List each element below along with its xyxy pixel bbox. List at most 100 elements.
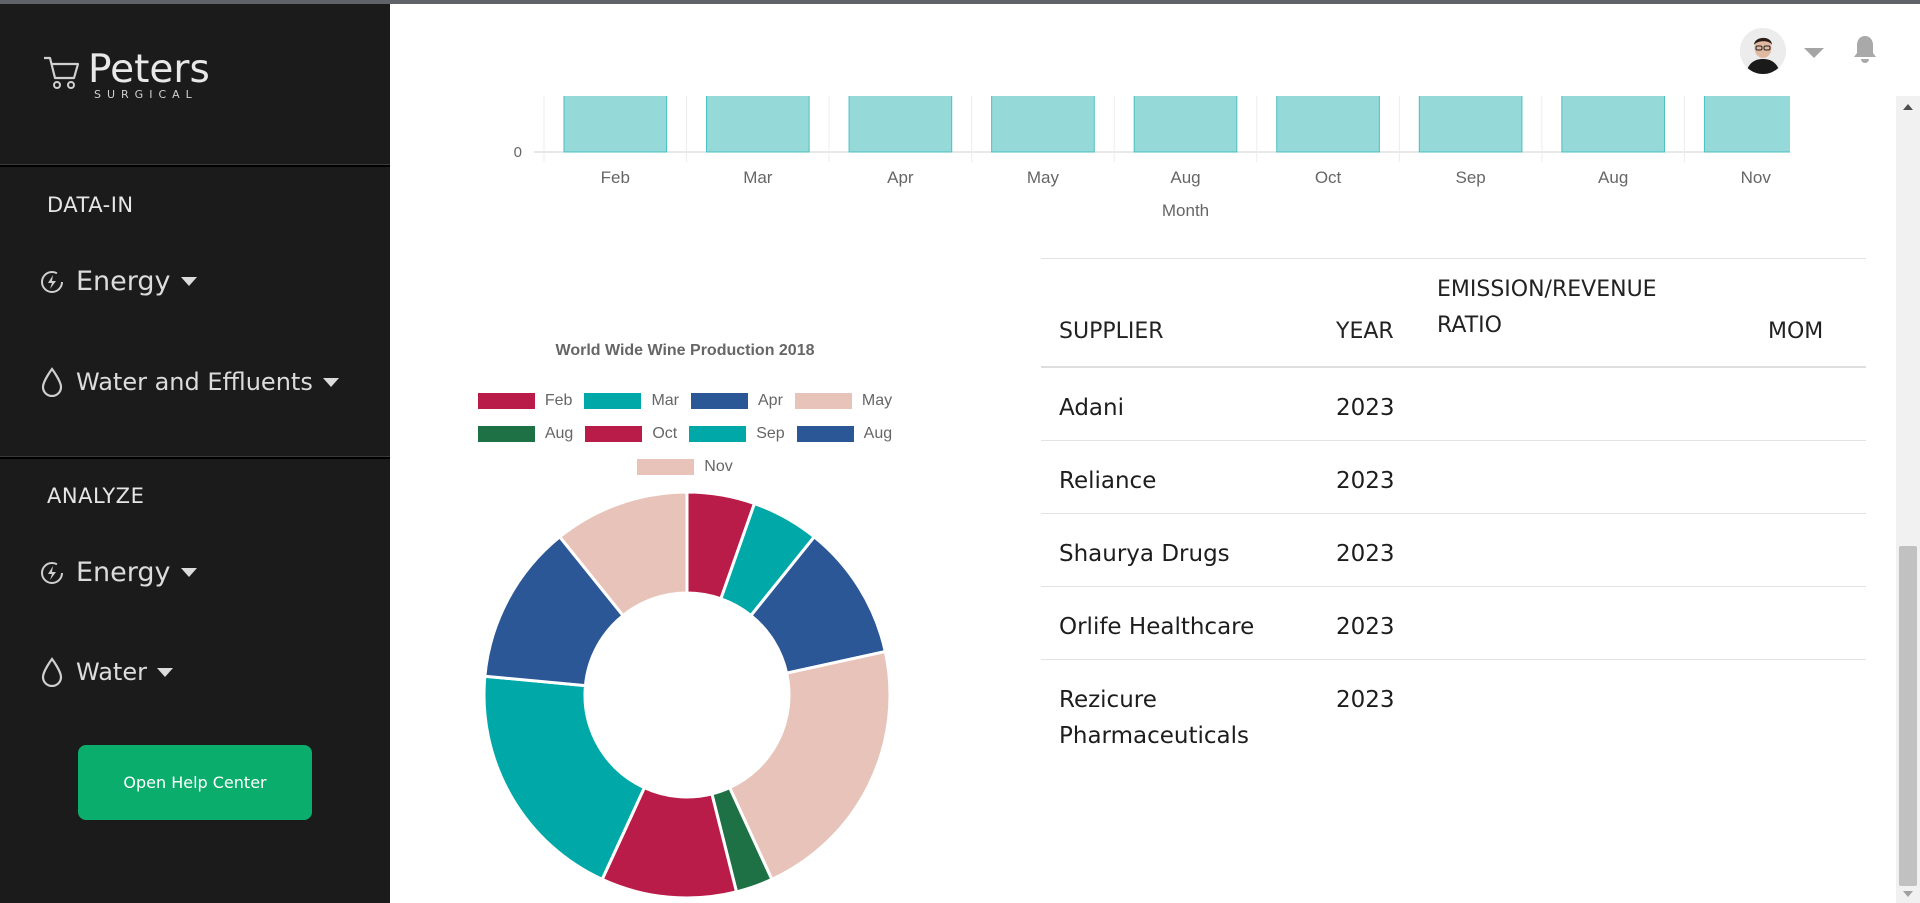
x-tick-label: Sep bbox=[1455, 168, 1485, 187]
x-tick-label: Oct bbox=[1315, 168, 1342, 187]
sidebar-item-analyze-water[interactable]: Water bbox=[38, 657, 173, 687]
table-row[interactable]: Reliance 2023 bbox=[1041, 441, 1866, 514]
col-mom[interactable]: MOM bbox=[1768, 319, 1824, 344]
sidebar-item-label: Energy bbox=[76, 557, 171, 588]
x-tick-label: Mar bbox=[743, 168, 773, 187]
window-top-border bbox=[0, 0, 1920, 4]
chart-title: World Wide Wine Production 2018 bbox=[555, 342, 815, 359]
top-header bbox=[390, 4, 1920, 96]
legend-label: Oct bbox=[652, 424, 678, 442]
legend-swatch bbox=[691, 392, 748, 409]
legend-item[interactable]: May bbox=[794, 391, 893, 410]
sidebar-item-label: Water and Effluents bbox=[76, 368, 313, 396]
legend-label: Mar bbox=[651, 391, 679, 409]
table-header: SUPPLIER YEAR EMISSION/REVENUE RATIO MOM bbox=[1041, 258, 1866, 368]
legend-label: May bbox=[861, 391, 893, 409]
cell-ratio bbox=[1437, 463, 1768, 513]
col-year[interactable]: YEAR bbox=[1336, 319, 1394, 344]
user-menu-chevron-icon[interactable] bbox=[1804, 48, 1824, 58]
legend-item[interactable]: Sep bbox=[689, 425, 785, 443]
legend-swatch bbox=[584, 392, 642, 409]
x-tick-label: Feb bbox=[601, 168, 630, 187]
legend-swatch bbox=[796, 425, 854, 442]
table-row[interactable]: Shaurya Drugs 2023 bbox=[1041, 514, 1866, 587]
sidebar-divider bbox=[0, 164, 390, 167]
cell-mom bbox=[1768, 536, 1866, 586]
sidebar-item-data-in-energy[interactable]: Energy bbox=[38, 266, 197, 297]
cell-supplier: Orlife Healthcare bbox=[1059, 614, 1255, 640]
legend-swatch bbox=[585, 425, 643, 442]
sidebar-item-water-and-effluents[interactable]: Water and Effluents bbox=[38, 367, 339, 397]
legend-label: Nov bbox=[704, 457, 733, 475]
col-emission-revenue-ratio[interactable]: EMISSION/REVENUE RATIO bbox=[1437, 277, 1657, 338]
brand-logo[interactable]: Peters SURGICAL bbox=[42, 50, 210, 101]
scrollbar-thumb[interactable] bbox=[1899, 546, 1917, 886]
bar-mar[interactable] bbox=[706, 90, 810, 153]
cell-year: 2023 bbox=[1336, 468, 1395, 494]
scroll-up-arrow-icon[interactable] bbox=[1903, 104, 1913, 110]
chevron-down-icon bbox=[180, 277, 197, 286]
user-avatar[interactable] bbox=[1740, 28, 1786, 74]
brand-name: Peters bbox=[88, 47, 210, 92]
sidebar-item-analyze-energy[interactable]: Energy bbox=[38, 557, 197, 588]
legend-item[interactable]: Aug bbox=[796, 425, 892, 443]
doughnut-slice-sep[interactable] bbox=[482, 674, 647, 882]
doughnut-slice-may[interactable] bbox=[727, 649, 892, 882]
legend-item[interactable]: Nov bbox=[637, 457, 733, 476]
x-tick-label: Nov bbox=[1741, 168, 1772, 187]
energy-icon bbox=[38, 559, 66, 587]
cell-supplier: Rezicure Pharmaceuticals bbox=[1059, 687, 1249, 749]
cell-year: 2023 bbox=[1336, 687, 1395, 713]
bar-sep[interactable] bbox=[1418, 90, 1523, 153]
legend-item[interactable]: Aug bbox=[477, 424, 574, 443]
bell-icon[interactable] bbox=[1852, 34, 1878, 68]
bar-apr[interactable] bbox=[848, 90, 953, 153]
bar-feb[interactable] bbox=[563, 90, 668, 153]
chart-legend: Feb Mar Apr May Aug Oct Sep Aug Nov bbox=[450, 384, 920, 483]
cell-mom bbox=[1768, 463, 1866, 513]
table-row[interactable]: Rezicure Pharmaceuticals 2023 bbox=[1041, 660, 1866, 754]
sidebar-divider bbox=[0, 456, 390, 459]
bar-oct[interactable] bbox=[1276, 90, 1380, 153]
bar-may[interactable] bbox=[991, 90, 1095, 153]
legend-row: Feb Mar Apr May bbox=[450, 384, 920, 417]
legend-item[interactable]: Feb bbox=[477, 391, 573, 410]
wine-production-chart: World Wide Wine Production 2018 Feb Mar Ap… bbox=[450, 330, 920, 903]
legend-item[interactable]: Mar bbox=[584, 392, 679, 410]
open-help-center-button[interactable]: Open Help Center bbox=[78, 745, 312, 820]
sidebar-item-label: Water bbox=[76, 658, 147, 686]
water-drop-icon bbox=[38, 367, 66, 397]
doughnut-slice-nov[interactable] bbox=[557, 490, 689, 618]
table-row[interactable]: Adani 2023 bbox=[1041, 368, 1866, 441]
energy-icon bbox=[38, 268, 66, 296]
sidebar-item-label: Energy bbox=[76, 266, 171, 297]
cell-mom bbox=[1768, 682, 1866, 754]
vertical-scrollbar[interactable] bbox=[1896, 96, 1920, 903]
chevron-down-icon bbox=[180, 568, 197, 577]
section-title-analyze: ANALYZE bbox=[47, 484, 145, 508]
brand-subtitle: SURGICAL bbox=[94, 88, 198, 101]
col-supplier[interactable]: SUPPLIER bbox=[1059, 319, 1164, 344]
cell-supplier: Reliance bbox=[1059, 468, 1157, 494]
legend-label: Feb bbox=[544, 391, 573, 409]
bar-nov[interactable] bbox=[1703, 90, 1790, 153]
legend-swatch bbox=[794, 392, 852, 409]
legend-row: Aug Oct Sep Aug bbox=[450, 417, 920, 450]
legend-swatch bbox=[477, 425, 535, 442]
legend-swatch bbox=[637, 458, 695, 475]
legend-label: Aug bbox=[544, 424, 574, 442]
cell-ratio bbox=[1437, 390, 1768, 440]
cell-year: 2023 bbox=[1336, 395, 1395, 421]
bar-aug[interactable] bbox=[1561, 90, 1665, 153]
water-drop-icon bbox=[38, 657, 66, 687]
cell-year: 2023 bbox=[1336, 541, 1395, 567]
sidebar: Peters SURGICAL DATA-IN Energy Water and… bbox=[0, 0, 390, 903]
bar-aug[interactable] bbox=[1133, 90, 1238, 153]
scroll-down-arrow-icon[interactable] bbox=[1903, 891, 1913, 897]
legend-item[interactable]: Apr bbox=[691, 392, 783, 410]
chevron-down-icon bbox=[322, 377, 339, 387]
legend-swatch bbox=[477, 392, 535, 409]
table-row[interactable]: Orlife Healthcare 2023 bbox=[1041, 587, 1866, 660]
legend-item[interactable]: Oct bbox=[585, 425, 677, 443]
doughnut-chart bbox=[482, 490, 892, 900]
